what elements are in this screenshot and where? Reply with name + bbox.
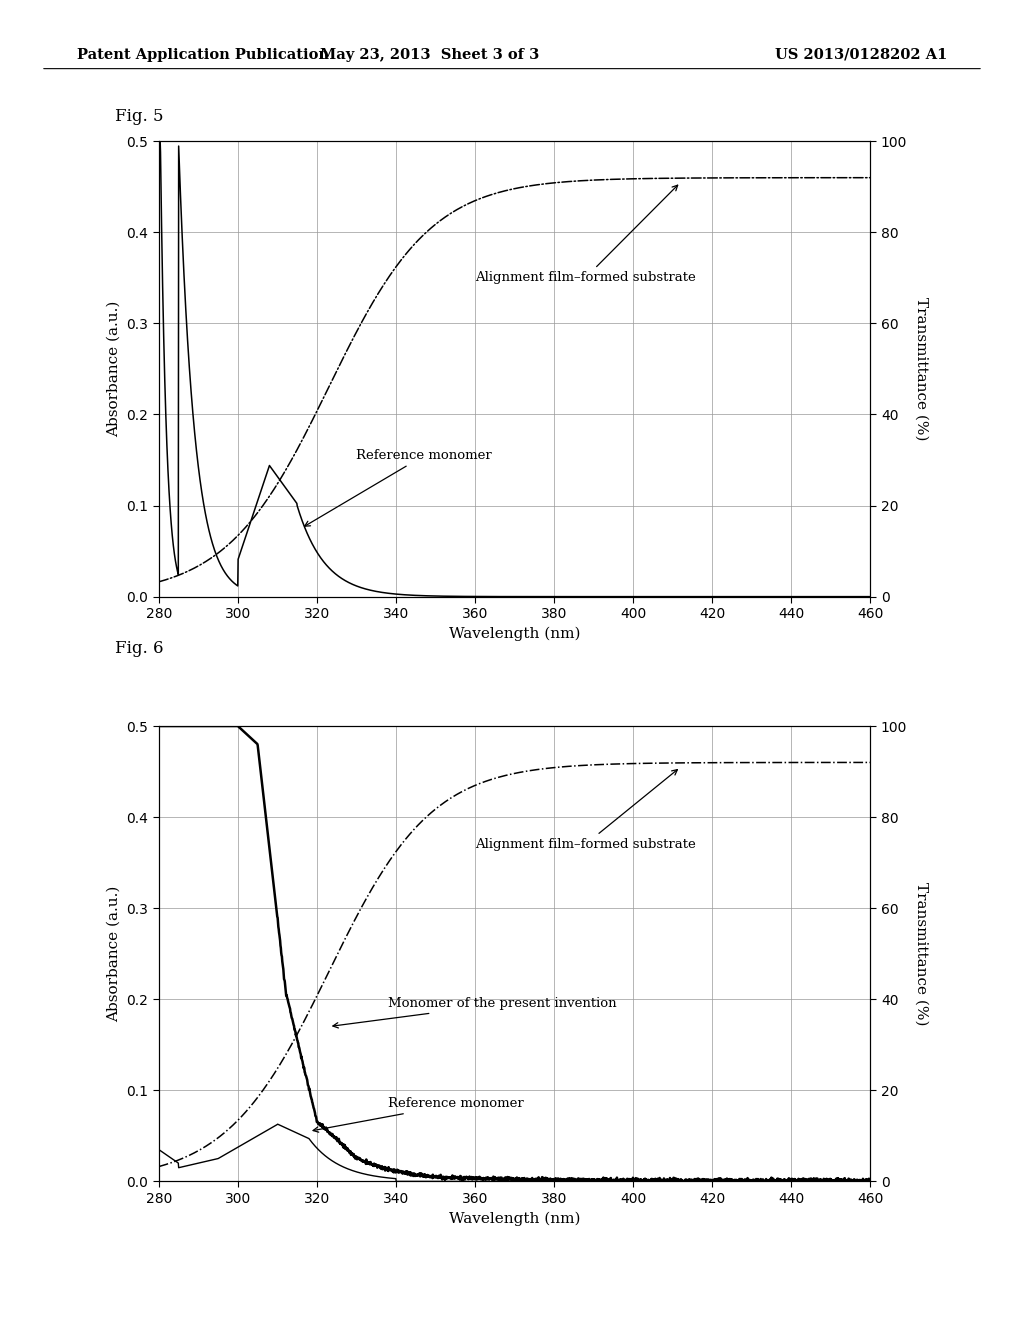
X-axis label: Wavelength (nm): Wavelength (nm) [449,1212,581,1226]
Y-axis label: Absorbance (a.u.): Absorbance (a.u.) [106,301,121,437]
Text: Monomer of the present invention: Monomer of the present invention [333,998,616,1028]
Y-axis label: Transmittance (%): Transmittance (%) [914,297,928,441]
Text: May 23, 2013  Sheet 3 of 3: May 23, 2013 Sheet 3 of 3 [321,48,540,62]
Text: Patent Application Publication: Patent Application Publication [77,48,329,62]
Y-axis label: Absorbance (a.u.): Absorbance (a.u.) [106,886,121,1022]
Y-axis label: Transmittance (%): Transmittance (%) [914,882,928,1026]
Text: Reference monomer: Reference monomer [313,1097,524,1133]
Text: US 2013/0128202 A1: US 2013/0128202 A1 [775,48,947,62]
Text: Fig. 5: Fig. 5 [115,108,163,125]
Text: Reference monomer: Reference monomer [305,449,493,527]
Text: Alignment film–formed substrate: Alignment film–formed substrate [475,185,695,284]
Text: Fig. 6: Fig. 6 [115,640,163,657]
Text: Alignment film–formed substrate: Alignment film–formed substrate [475,770,695,851]
X-axis label: Wavelength (nm): Wavelength (nm) [449,627,581,642]
